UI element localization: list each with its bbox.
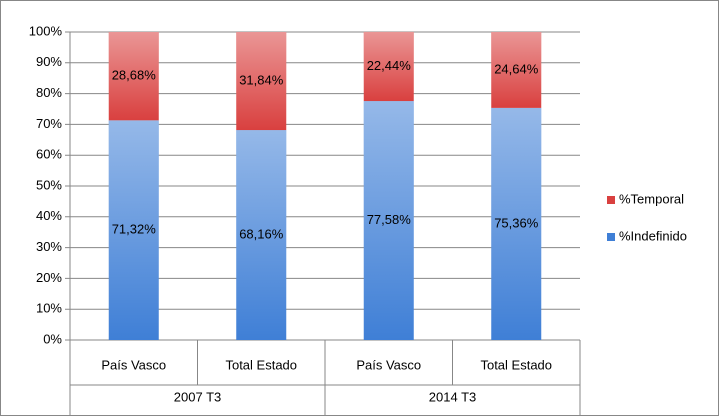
x-tick-label: País Vasco bbox=[356, 357, 421, 372]
y-tick-label: 80% bbox=[36, 85, 62, 100]
legend-label: %Temporal bbox=[619, 191, 684, 206]
legend-label: %Indefinido bbox=[619, 228, 687, 243]
bar-shine bbox=[363, 31, 414, 102]
y-tick-label: 100% bbox=[29, 23, 63, 38]
data-label: 75,36% bbox=[494, 215, 539, 230]
data-label: 22,44% bbox=[367, 58, 412, 73]
bar-shine bbox=[108, 120, 159, 340]
y-tick-label: 40% bbox=[36, 208, 62, 223]
x-tick-label: País Vasco bbox=[101, 357, 166, 372]
bar-shine bbox=[108, 32, 159, 121]
group-label: 2014 T3 bbox=[429, 389, 476, 404]
legend-swatch bbox=[607, 196, 615, 204]
bar-shine bbox=[491, 32, 542, 108]
legend-swatch bbox=[607, 233, 615, 241]
y-tick-label: 60% bbox=[36, 147, 62, 162]
data-label: 24,64% bbox=[494, 61, 539, 76]
data-label: 68,16% bbox=[239, 226, 284, 241]
y-tick-label: 90% bbox=[36, 54, 62, 69]
y-tick-label: 10% bbox=[36, 301, 62, 316]
data-label: 71,32% bbox=[112, 222, 157, 237]
x-tick-label: Total Estado bbox=[225, 357, 297, 372]
data-label: 28,68% bbox=[112, 68, 157, 83]
bar-shine bbox=[363, 101, 414, 341]
bar-shine bbox=[491, 107, 542, 340]
y-tick-label: 0% bbox=[43, 331, 62, 346]
y-tick-label: 30% bbox=[36, 239, 62, 254]
group-label: 2007 T3 bbox=[174, 389, 221, 404]
bar-shine bbox=[236, 130, 287, 340]
data-label: 31,84% bbox=[239, 72, 284, 87]
y-tick-label: 20% bbox=[36, 270, 62, 285]
bar-shine bbox=[236, 32, 287, 131]
y-tick-label: 50% bbox=[36, 177, 62, 192]
y-tick-label: 70% bbox=[36, 116, 62, 131]
x-tick-label: Total Estado bbox=[480, 357, 552, 372]
data-label: 77,58% bbox=[367, 212, 412, 227]
